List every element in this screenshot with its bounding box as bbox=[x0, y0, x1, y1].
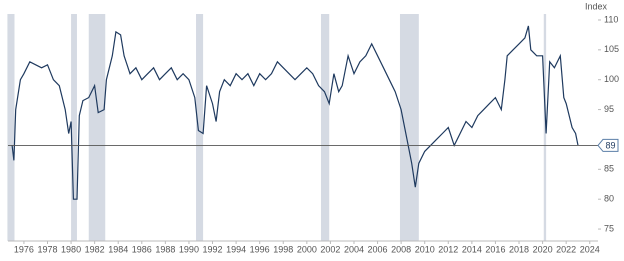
recession-band bbox=[88, 14, 106, 241]
x-tick-label: 1982 bbox=[85, 244, 105, 254]
y-tick-label: 95 bbox=[604, 104, 614, 114]
x-tick-label: 2020 bbox=[533, 244, 553, 254]
x-tick-label: 1988 bbox=[155, 244, 175, 254]
recession-band bbox=[543, 14, 547, 241]
x-tick-label: 2022 bbox=[556, 244, 576, 254]
recession-band bbox=[7, 14, 15, 241]
recession-band bbox=[399, 14, 419, 241]
x-tick-label: 1990 bbox=[179, 244, 199, 254]
x-tick-label: 1998 bbox=[273, 244, 293, 254]
x-tick-label: 2014 bbox=[462, 244, 482, 254]
x-tick-label: 2006 bbox=[368, 244, 388, 254]
x-tick-label: 1978 bbox=[37, 244, 57, 254]
x-tick-label: 2000 bbox=[297, 244, 317, 254]
y-tick-label: 100 bbox=[604, 74, 619, 84]
reference-label: 89 bbox=[605, 140, 615, 150]
x-tick-label: 1986 bbox=[132, 244, 152, 254]
x-tick-label: 1976 bbox=[14, 244, 34, 254]
x-tick-label: 1994 bbox=[226, 244, 246, 254]
x-tick-label: 1996 bbox=[250, 244, 270, 254]
x-tick-label: 2002 bbox=[320, 244, 340, 254]
reference-label-box bbox=[597, 138, 619, 152]
x-tick-label: 2018 bbox=[509, 244, 529, 254]
line-series bbox=[11, 25, 579, 200]
x-tick-label: 2004 bbox=[344, 244, 364, 254]
x-tick-label: 1984 bbox=[108, 244, 128, 254]
recession-band bbox=[320, 14, 330, 241]
x-tick-label: 1980 bbox=[61, 244, 81, 254]
y-tick-label: 105 bbox=[604, 44, 619, 54]
x-tick-label: 2010 bbox=[415, 244, 435, 254]
y-tick-label: 80 bbox=[604, 194, 614, 204]
recession-band bbox=[196, 14, 204, 241]
x-tick-label: 1992 bbox=[203, 244, 223, 254]
y-tick-label: 110 bbox=[604, 14, 618, 24]
recession-band bbox=[71, 14, 77, 241]
x-tick-label: 2016 bbox=[485, 244, 505, 254]
x-tick-label: 2008 bbox=[391, 244, 411, 254]
y-axis-label: Index bbox=[585, 1, 608, 11]
y-tick-label: 85 bbox=[604, 164, 614, 174]
x-tick-label: 2024 bbox=[580, 244, 600, 254]
x-tick-label: 2012 bbox=[438, 244, 458, 254]
y-tick-label: 75 bbox=[604, 223, 614, 233]
